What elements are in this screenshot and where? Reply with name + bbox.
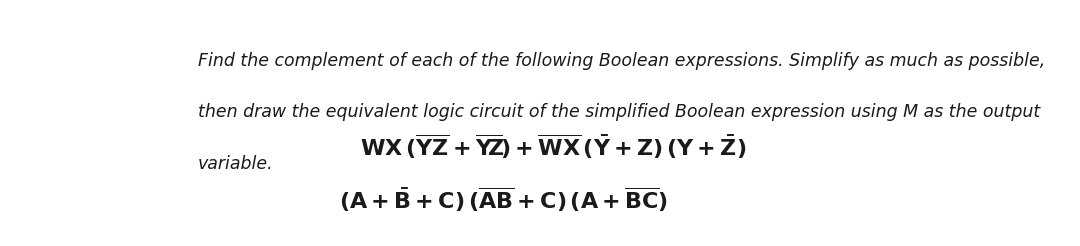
Text: Find the complement of each of the following Boolean expressions. Simplify as mu: Find the complement of each of the follo…	[198, 52, 1045, 70]
Text: $\mathbf{(A + \bar{B} + C)\,(\overline{AB} + C)\,(A + \overline{BC})}$: $\mathbf{(A + \bar{B} + C)\,(\overline{A…	[339, 186, 667, 214]
Text: variable.: variable.	[198, 154, 273, 172]
Text: $\mathbf{WX\,(\overline{YZ} + \overline{Y\!Z\!}) + \overline{WX}\,(\bar{Y} + Z)\: $\mathbf{WX\,(\overline{YZ} + \overline{…	[361, 133, 746, 161]
Text: then draw the equivalent logic circuit of the simplified Boolean expression usin: then draw the equivalent logic circuit o…	[198, 103, 1040, 121]
